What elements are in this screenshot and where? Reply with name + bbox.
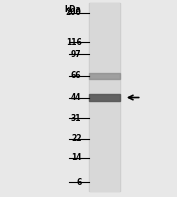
Text: 31: 31 bbox=[71, 114, 81, 123]
Text: 66: 66 bbox=[71, 71, 81, 80]
Bar bbox=[90, 3, 119, 191]
Text: 14: 14 bbox=[71, 153, 81, 162]
Text: 97: 97 bbox=[71, 50, 81, 59]
Text: 116: 116 bbox=[66, 38, 81, 47]
Bar bbox=[88, 94, 120, 101]
Text: 6: 6 bbox=[76, 178, 81, 187]
Bar bbox=[88, 73, 120, 79]
Text: 44: 44 bbox=[71, 93, 81, 102]
Text: 22: 22 bbox=[71, 134, 81, 143]
Text: 200: 200 bbox=[66, 8, 81, 17]
Text: kDa: kDa bbox=[65, 5, 81, 14]
Bar bbox=[88, 3, 120, 191]
